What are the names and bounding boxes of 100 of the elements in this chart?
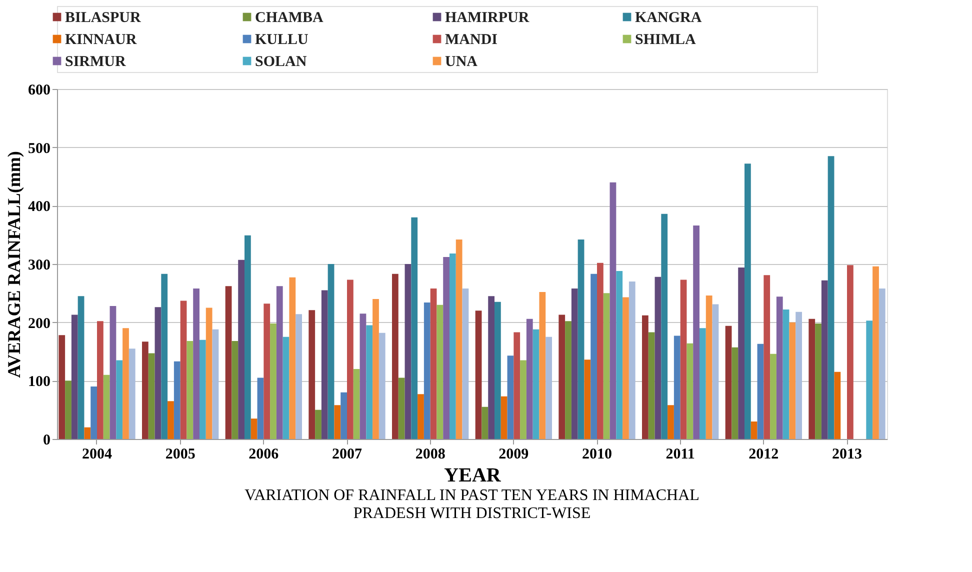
bar <box>789 322 796 439</box>
bar <box>65 380 72 439</box>
bar <box>78 296 84 439</box>
bar <box>808 318 816 439</box>
bar <box>526 318 533 439</box>
bar <box>90 386 97 439</box>
bar <box>712 304 719 439</box>
bar <box>257 378 264 439</box>
bar <box>186 341 194 439</box>
bar <box>116 360 123 439</box>
bar <box>404 264 412 439</box>
legend-label: HAMIRPUR <box>445 10 530 26</box>
bar <box>328 264 334 439</box>
bar <box>456 240 462 439</box>
legend-label: CHAMBA <box>255 10 324 26</box>
bar <box>366 325 373 439</box>
bar <box>148 353 155 439</box>
bar <box>193 288 200 439</box>
bar <box>58 335 66 439</box>
bar <box>776 296 783 439</box>
bar <box>122 328 129 439</box>
bar <box>757 344 764 439</box>
bar <box>334 405 341 439</box>
bar <box>168 401 174 439</box>
bar <box>847 265 854 439</box>
bar <box>744 164 751 439</box>
bar <box>654 276 662 439</box>
bar <box>360 314 366 439</box>
bar <box>488 296 494 439</box>
bar <box>244 235 251 439</box>
bar <box>532 329 540 439</box>
bar <box>206 308 212 439</box>
bar <box>315 410 322 439</box>
bar <box>686 343 694 439</box>
bar <box>732 347 738 439</box>
y-tick-label: 300 <box>28 258 50 274</box>
bar <box>276 286 283 439</box>
bar <box>296 314 302 439</box>
y-axis-title: AVERAGE RAINFALL(mm) <box>4 151 24 378</box>
bar <box>539 292 546 439</box>
bar <box>661 214 668 439</box>
bar <box>110 306 116 439</box>
bar <box>378 332 386 439</box>
bar <box>750 422 758 439</box>
x-tick-label: 2012 <box>748 446 779 462</box>
bar <box>872 266 879 439</box>
bar <box>372 299 379 439</box>
legend-label: SHIMLA <box>635 32 696 48</box>
bar <box>700 328 706 439</box>
bar <box>616 271 623 439</box>
bar <box>289 277 296 439</box>
bar <box>706 296 712 439</box>
bar <box>796 312 802 439</box>
bar <box>430 288 437 439</box>
legend-label: KINNAUR <box>65 32 137 48</box>
bar <box>475 310 482 439</box>
bar <box>212 329 219 439</box>
legend-label: KULLU <box>255 32 309 48</box>
bar <box>418 394 424 439</box>
bar <box>392 274 398 439</box>
bar <box>693 226 700 439</box>
bar <box>578 240 584 439</box>
bar <box>154 307 162 439</box>
x-tick-label: 2009 <box>498 446 529 462</box>
bar <box>628 282 636 439</box>
bar <box>353 369 360 439</box>
bar <box>558 314 566 439</box>
y-tick-label: 0 <box>43 432 50 448</box>
x-tick-label: 2007 <box>332 446 362 462</box>
y-tick-label: 600 <box>28 82 50 98</box>
x-tick-label: 2004 <box>82 446 112 462</box>
bar <box>866 320 873 439</box>
bar <box>622 297 629 439</box>
bar <box>482 406 488 439</box>
bar <box>103 374 110 439</box>
bar <box>450 254 456 439</box>
y-tick-label: 100 <box>28 374 50 390</box>
bar <box>584 360 591 439</box>
bar <box>424 302 430 439</box>
bar <box>238 260 244 439</box>
bar <box>514 332 520 439</box>
legend-label: SOLAN <box>255 54 307 70</box>
bar <box>725 326 732 439</box>
bar <box>142 342 148 439</box>
bar <box>174 361 180 439</box>
bar <box>828 156 834 439</box>
legend-label: MANDI <box>445 32 498 48</box>
bar <box>443 257 450 439</box>
bar <box>128 348 136 439</box>
bar <box>565 321 572 439</box>
bar <box>250 418 258 439</box>
bar <box>436 304 444 439</box>
bar <box>642 315 648 439</box>
x-axis-title: YEAR <box>444 464 502 486</box>
bar <box>308 310 316 439</box>
bar <box>674 336 680 439</box>
legend-label: BILASPUR <box>65 10 142 26</box>
bar <box>815 324 822 439</box>
bar <box>648 332 655 439</box>
bar <box>571 288 578 439</box>
